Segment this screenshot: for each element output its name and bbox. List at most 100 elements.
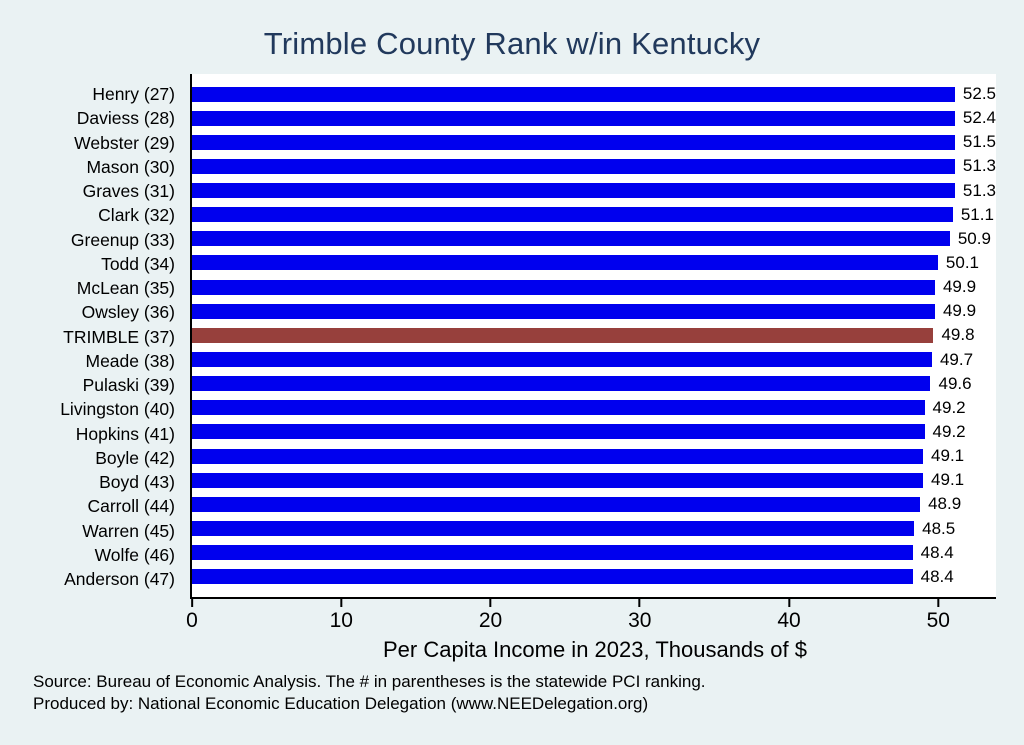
bar-row: 49.8 [192, 325, 996, 345]
bar-row: 52.5 [192, 84, 996, 103]
y-axis-label: Boyd (43) [99, 472, 175, 492]
bar-value-label: 49.1 [931, 446, 965, 466]
tick-label: 30 [628, 609, 652, 632]
bar [192, 303, 935, 319]
bar [192, 231, 950, 247]
bar [192, 207, 953, 223]
x-axis-tick: 10 [330, 599, 353, 633]
bar-value-label: 48.4 [920, 542, 954, 562]
produced-by-note: Produced by: National Economic Education… [33, 694, 649, 714]
bar-row: 52.4 [192, 108, 996, 128]
bar-value-label: 49.9 [942, 277, 977, 297]
x-axis-title: Per Capita Income in 2023, Thousands of … [383, 637, 807, 662]
tick-mark [937, 599, 940, 607]
bar [192, 545, 913, 561]
y-axis-label-highlight: TRIMBLE (37) [63, 326, 175, 347]
bar-row: 51.3 [192, 156, 996, 176]
y-axis-label: Livingston (40) [60, 399, 175, 420]
tick-mark [489, 599, 492, 607]
bar-row: 49.6 [192, 373, 996, 393]
y-axis-labels: Henry (27) Daviess (28) Webster (29) Mason … [0, 74, 183, 599]
footer-notes: Source: Bureau of Economic Analysis. The… [33, 671, 706, 716]
bar-row: 49.9 [192, 277, 996, 297]
y-axis-label: McLean (35) [76, 278, 175, 298]
bar-row: 48.4 [192, 566, 996, 586]
y-axis-label: Warren (45) [82, 520, 175, 541]
x-axis-tick: 20 [479, 599, 502, 633]
bar-row: 48.4 [192, 542, 996, 562]
bar-value-label: 49.7 [939, 349, 974, 369]
y-axis-label: Owsley (36) [81, 302, 175, 323]
tick-label: 0 [186, 609, 198, 632]
tick-label: 20 [478, 609, 503, 632]
y-axis-label: Henry (27) [92, 84, 175, 104]
bar-value-label: 49.6 [938, 373, 972, 393]
bar-value-label: 52.4 [962, 108, 996, 128]
y-axis-label: Boyle (42) [95, 447, 175, 468]
tick-mark [340, 599, 343, 607]
bar-value-label: 49.2 [932, 397, 966, 417]
bar [192, 134, 955, 150]
bar-row: 50.9 [192, 229, 996, 248]
bar [192, 569, 913, 585]
x-axis-tick: 40 [777, 599, 801, 633]
y-axis-label: Todd (34) [101, 253, 175, 274]
bar-value-label: 49.1 [931, 470, 965, 490]
bar-row: 49.1 [192, 446, 996, 466]
chart-title: Trimble County Rank w/in Kentucky [263, 26, 761, 61]
y-axis-label: Anderson (47) [64, 569, 175, 589]
bar-value-label: 48.9 [928, 494, 962, 514]
x-axis-ticks: 0 10 20 30 40 50 [186, 599, 998, 641]
bar-row: 48.5 [192, 518, 996, 538]
bar [192, 400, 925, 416]
bar-row: 51.3 [192, 181, 996, 200]
bar-value-label: 48.4 [920, 566, 954, 586]
bar-row: 51.1 [192, 204, 996, 224]
bar [192, 472, 924, 488]
bar [192, 110, 955, 126]
bar [192, 448, 924, 464]
tick-label: 50 [926, 609, 950, 632]
bar-row: 51.5 [192, 132, 996, 152]
bar-row: 50.1 [192, 252, 996, 272]
y-axis-label: Daviess (28) [76, 108, 175, 129]
bar-series: 52.5 52.4 51.5 51.3 51.3 51.1 50.9 50.1 49.9 49.9… [192, 74, 996, 597]
bar [192, 424, 925, 440]
bar [192, 158, 955, 174]
bar-row: 49.9 [192, 301, 996, 321]
bar-value-label: 51.1 [960, 204, 994, 224]
tick-label: 10 [329, 609, 353, 632]
tick-label: 40 [777, 609, 801, 632]
bar [192, 255, 938, 271]
bar [192, 521, 915, 537]
y-axis-label: Pulaski (39) [82, 375, 175, 395]
x-axis-tick: 30 [628, 599, 651, 633]
bar-value-label: 50.1 [945, 252, 980, 272]
bar-row: 49.7 [192, 349, 996, 369]
bar-value-label: 48.5 [922, 518, 956, 538]
bar [192, 183, 955, 199]
tick-mark [638, 599, 641, 607]
bar-value-label: 51.3 [962, 156, 996, 176]
y-axis-label: Webster (29) [74, 132, 175, 153]
bar-value-label: 51.5 [962, 132, 996, 152]
bar [192, 279, 935, 295]
y-axis-label: Carroll (44) [87, 496, 175, 517]
y-axis-label: Mason (30) [86, 156, 175, 177]
bar [192, 86, 955, 102]
y-axis-label: Hopkins (41) [75, 423, 175, 444]
bar [192, 496, 921, 512]
y-axis-label: Clark (32) [98, 205, 175, 226]
x-axis-tick: 0 [186, 599, 198, 633]
y-axis-label: Meade (38) [85, 350, 176, 371]
y-axis-label: Wolfe (46) [94, 544, 175, 565]
bar-row: 48.9 [192, 494, 996, 514]
bar-value-label: 49.2 [932, 421, 966, 441]
bar-value-label: 49.8 [941, 325, 975, 345]
y-axis-label: Greenup (33) [70, 229, 175, 250]
source-note: Source: Bureau of Economic Analysis. The… [33, 672, 706, 691]
plot-region: 52.5 52.4 51.5 51.3 51.3 51.1 50.9 50.1 49.9 49.9… [190, 74, 996, 599]
bar-value-label: 49.9 [942, 301, 977, 321]
y-axis-label: Graves (31) [82, 181, 175, 201]
bar-row: 49.1 [192, 470, 996, 490]
